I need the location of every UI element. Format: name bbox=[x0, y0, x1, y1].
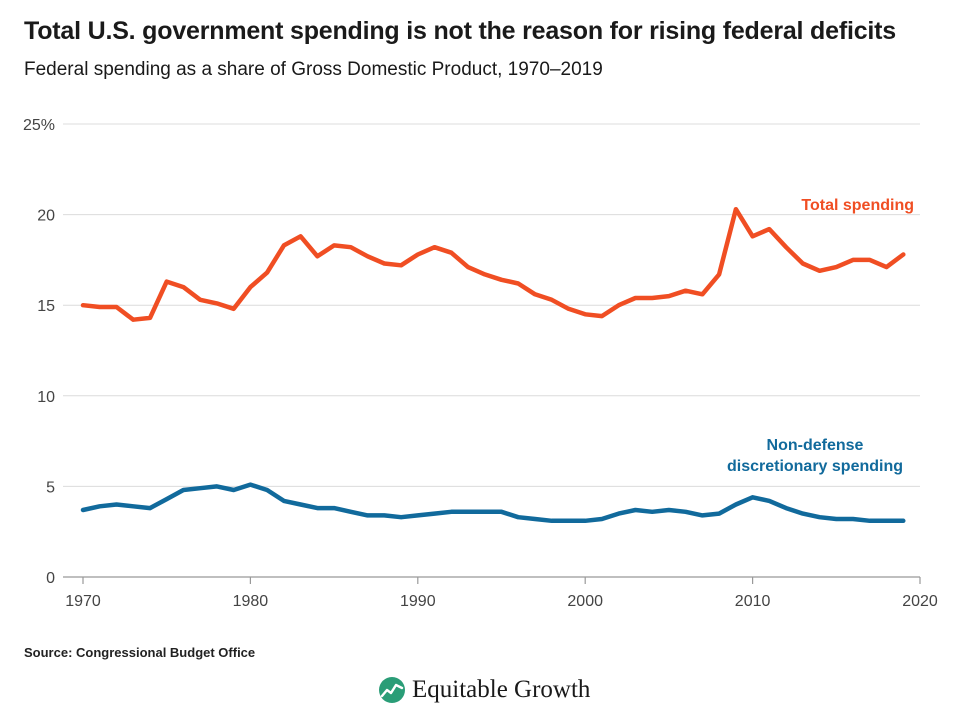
y-tick-label: 5 bbox=[46, 479, 55, 496]
x-axis bbox=[63, 576, 921, 584]
chart-subtitle: Federal spending as a share of Gross Dom… bbox=[24, 59, 603, 80]
x-tick-label: 1990 bbox=[400, 593, 436, 610]
series-lines bbox=[80, 206, 906, 524]
y-tick-label: 10 bbox=[37, 389, 55, 406]
series-line-total bbox=[80, 206, 906, 322]
x-tick-label: 2020 bbox=[902, 593, 938, 610]
line-chart: 0 5 10 15 20 25% 1970 1980 1990 2000 2010 2020 Tot… bbox=[23, 117, 938, 610]
brand-logo: Equitable Growth bbox=[378, 676, 590, 704]
x-axis-labels: 1970 1980 1990 2000 2010 2020 bbox=[65, 593, 938, 610]
chart-title: Total U.S. government spending is not th… bbox=[24, 17, 896, 45]
series-label-nondefense: Non-defense discretionary spending bbox=[727, 437, 903, 475]
x-tick-label: 1970 bbox=[65, 593, 101, 610]
series-label-total: Total spending bbox=[801, 197, 914, 214]
x-tick-label: 1980 bbox=[233, 593, 269, 610]
source-note: Source: Congressional Budget Office bbox=[24, 645, 256, 660]
y-tick-label: 15 bbox=[37, 298, 55, 315]
series-line-nondefense bbox=[80, 482, 906, 524]
brand-name: Equitable Growth bbox=[412, 676, 591, 703]
gridlines bbox=[63, 123, 920, 487]
x-tick-label: 2010 bbox=[735, 593, 771, 610]
y-tick-label: 0 bbox=[46, 570, 55, 587]
y-tick-label: 25% bbox=[23, 117, 55, 134]
x-tick-label: 2000 bbox=[567, 593, 603, 610]
series-labels: Total spending Non-defense discretionary s… bbox=[727, 197, 914, 475]
y-axis-labels: 0 5 10 15 20 25% bbox=[23, 117, 55, 587]
equitable-growth-logo-icon bbox=[379, 677, 405, 703]
y-tick-label: 20 bbox=[37, 208, 55, 225]
